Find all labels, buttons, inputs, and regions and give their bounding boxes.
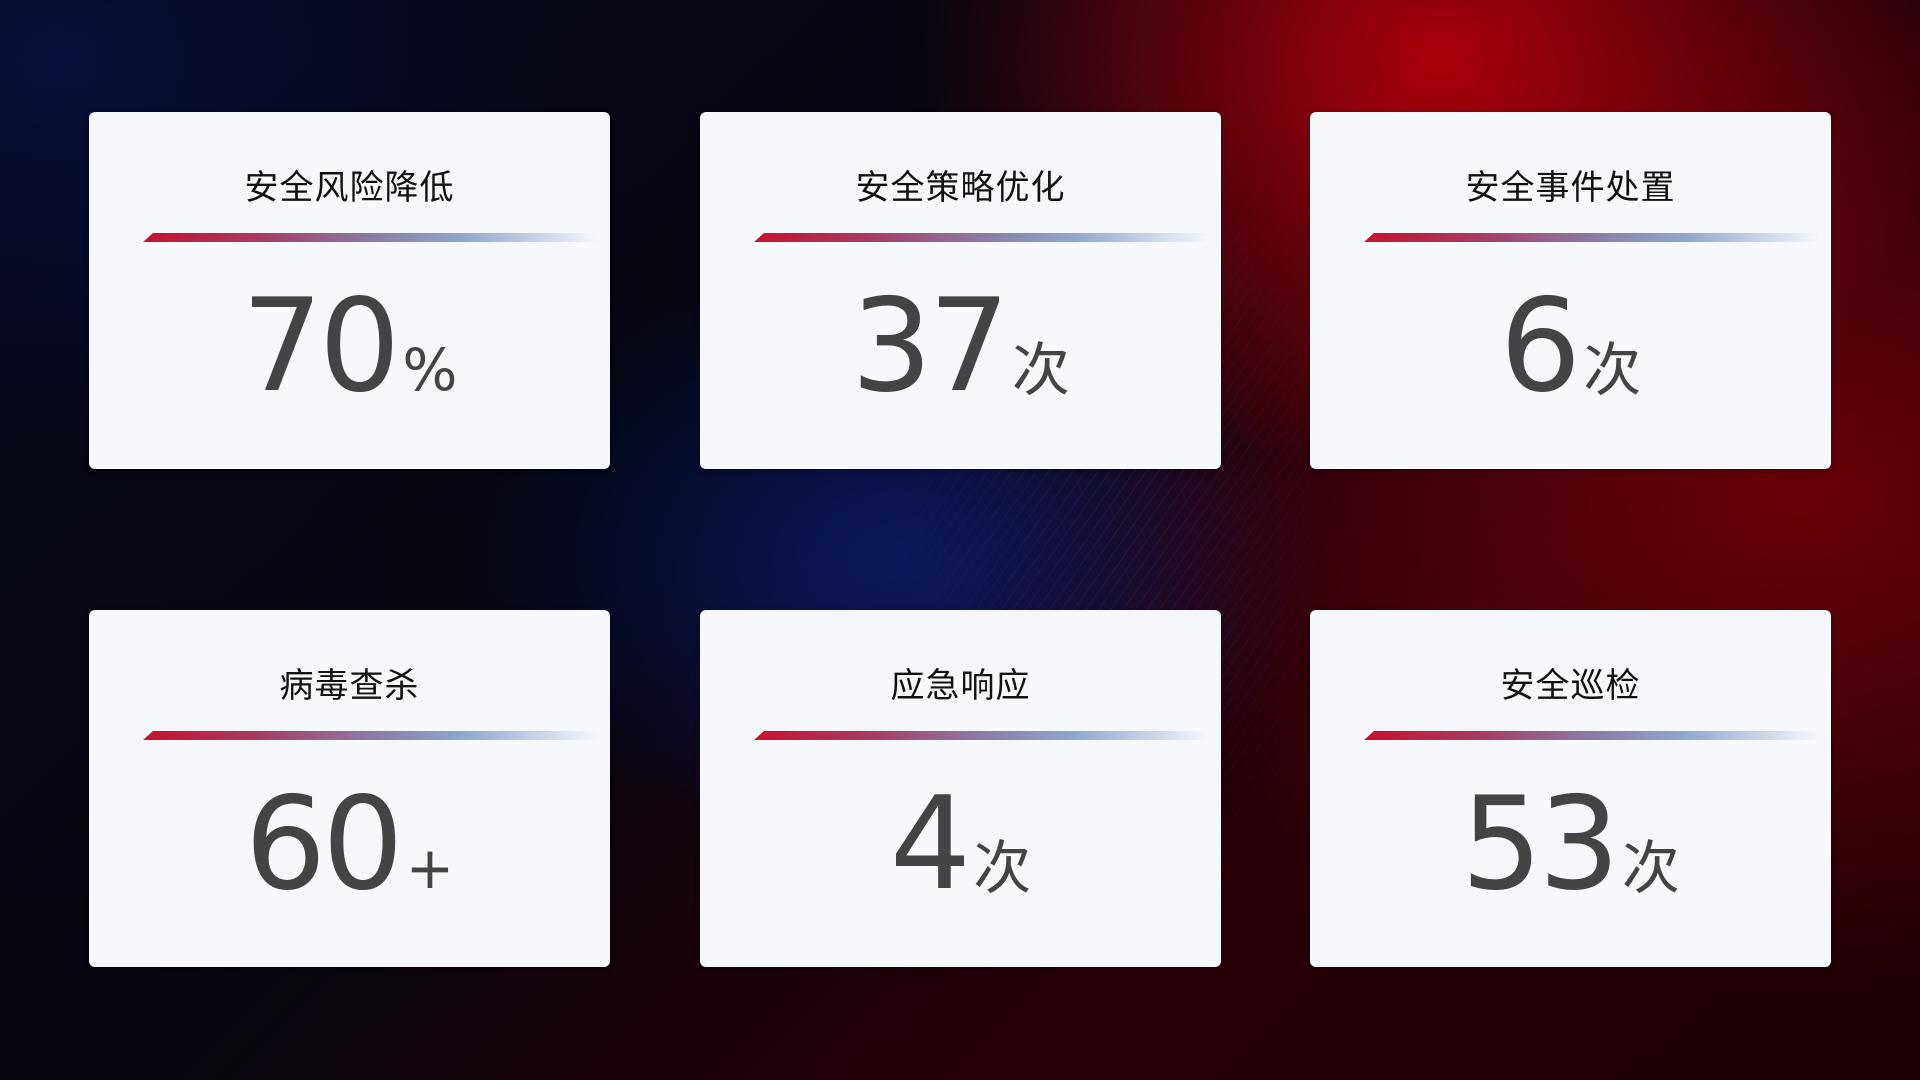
gradient-divider: [754, 233, 1209, 242]
value-unit: 次: [1011, 336, 1070, 404]
value-number: 4: [889, 770, 971, 919]
card-value: 60 +: [89, 770, 610, 919]
gradient-divider: [1364, 233, 1819, 242]
card-title: 安全事件处置: [1465, 168, 1676, 208]
gradient-divider: [143, 731, 598, 740]
value-unit: %: [402, 336, 458, 404]
gradient-divider: [754, 731, 1209, 740]
value-unit: 次: [1583, 336, 1642, 404]
card-title: 安全巡检: [1500, 666, 1641, 706]
stat-card-policy-optimization: 安全策略优化 37 次: [700, 112, 1221, 469]
value-unit: +: [405, 834, 455, 902]
card-title: 应急响应: [890, 666, 1031, 706]
stat-card-security-patrol: 安全巡检 53 次: [1310, 610, 1831, 967]
card-value: 53 次: [1310, 770, 1831, 919]
value-unit: 次: [973, 834, 1032, 902]
card-title: 安全策略优化: [855, 168, 1066, 208]
value-number: 60: [244, 770, 404, 919]
value-number: 6: [1499, 272, 1581, 421]
card-title: 安全风险降低: [244, 168, 455, 208]
value-number: 37: [851, 272, 1010, 421]
value-number: 53: [1461, 770, 1620, 919]
value-unit: 次: [1621, 834, 1680, 902]
card-title: 病毒查杀: [279, 666, 420, 706]
gradient-divider: [143, 233, 598, 242]
value-number: 70: [241, 272, 401, 421]
card-value: 37 次: [700, 272, 1221, 421]
card-value: 70%: [89, 272, 610, 421]
stat-card-virus-removal: 病毒查杀 60 +: [89, 610, 610, 967]
stat-card-risk-reduction: 安全风险降低 70%: [89, 112, 610, 469]
gradient-divider: [1364, 731, 1819, 740]
